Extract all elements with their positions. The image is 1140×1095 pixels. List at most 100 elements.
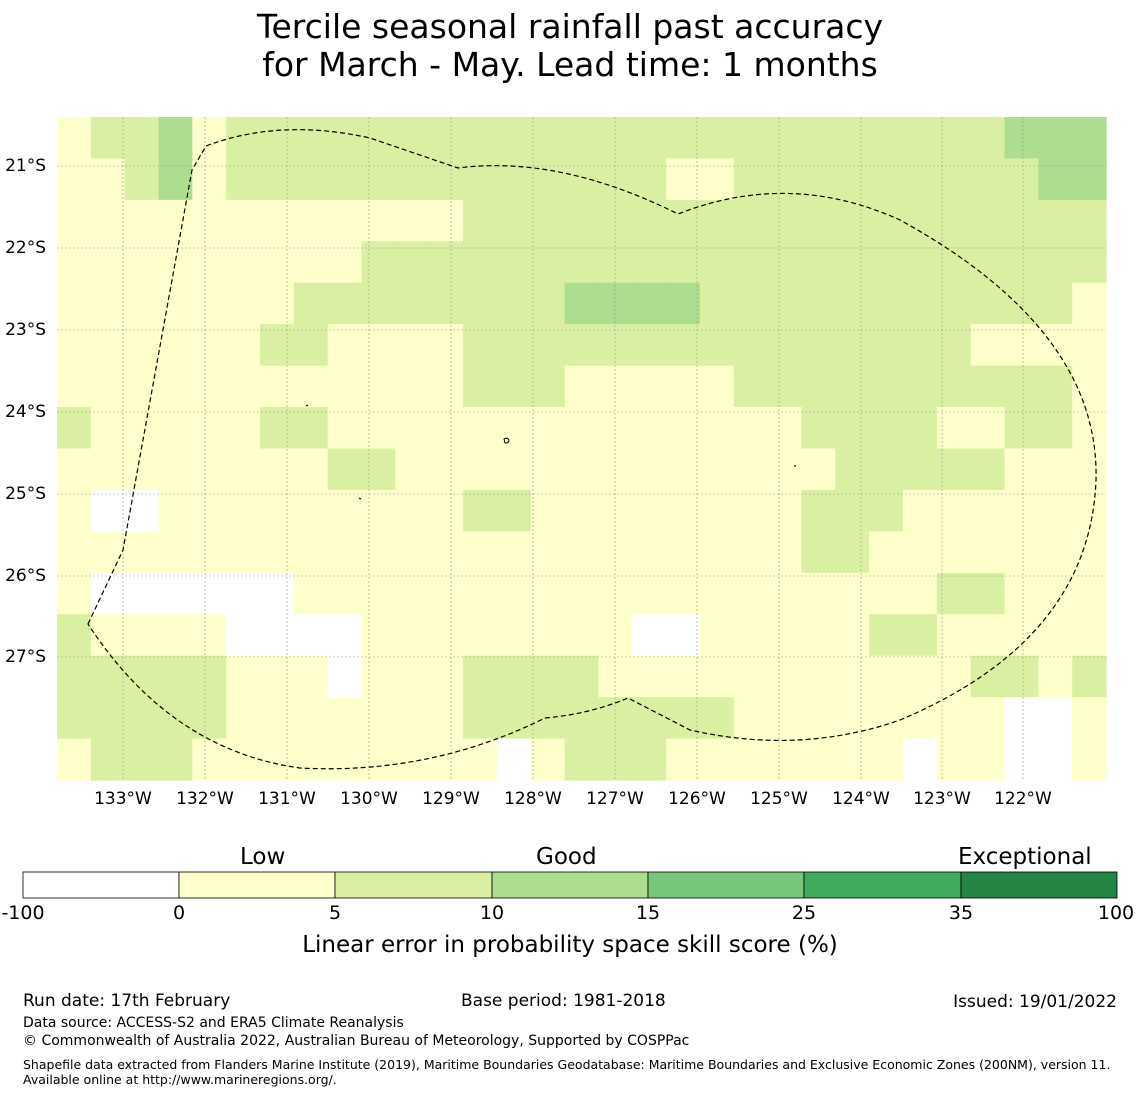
lat-label: 21°S <box>5 156 46 176</box>
grid-cell <box>767 324 803 367</box>
colorbar-tick: 100 <box>1097 902 1135 924</box>
grid-cell <box>361 614 396 657</box>
grid-cell <box>395 572 430 615</box>
lat-label: 22°S <box>5 238 46 258</box>
grid-cell <box>699 324 735 367</box>
grid-cell <box>226 324 261 367</box>
grid-cell <box>192 489 227 532</box>
grid-cell <box>260 117 295 160</box>
colorbar-caption: Linear error in probability space skill … <box>302 932 838 958</box>
grid-cell <box>632 738 667 781</box>
grid-cell <box>226 738 261 781</box>
grid-cell <box>57 738 92 781</box>
data-source: Data source: ACCESS-S2 and ERA5 Climate … <box>23 1015 404 1031</box>
grid-cell <box>463 655 498 698</box>
grid-cell <box>57 407 92 450</box>
grid-cell <box>226 614 261 657</box>
colorbar-swatch <box>334 871 493 899</box>
grid-cell <box>869 199 904 242</box>
grid-cell <box>226 655 261 698</box>
grid-cell <box>699 531 735 574</box>
grid-cell <box>869 531 904 574</box>
grid-cell <box>598 117 633 160</box>
grid-cell <box>970 241 1006 284</box>
grid-cell <box>496 614 532 657</box>
grid-cell <box>970 489 1006 532</box>
grid-cell <box>158 531 193 574</box>
grid-cell <box>936 655 972 698</box>
grid-cell <box>767 572 803 615</box>
grid-cell <box>124 407 160 450</box>
grid-cell <box>564 697 600 740</box>
grid-cell <box>361 117 396 160</box>
grid-cell <box>1038 199 1073 242</box>
grid-cell <box>530 738 566 781</box>
grid-cell <box>699 158 735 201</box>
grid-cell <box>496 324 532 367</box>
grid-cell <box>699 738 735 781</box>
grid-cell <box>496 158 532 201</box>
grid-cell <box>598 158 633 201</box>
grid-cell <box>632 241 667 284</box>
grid-cell <box>57 572 92 615</box>
grid-cell <box>632 407 667 450</box>
grid-cell <box>1072 448 1107 491</box>
grid-cell <box>260 282 295 325</box>
title-line-2: for March - May. Lead time: 1 months <box>262 45 878 84</box>
grid-cell <box>902 324 938 367</box>
grid-cell <box>463 324 498 367</box>
grid-cell <box>666 241 701 284</box>
grid-cell <box>902 738 938 781</box>
grid-cell <box>835 117 870 160</box>
grid-cell <box>632 117 667 160</box>
grid-cell <box>564 407 600 450</box>
lon-label: 122°W <box>994 789 1052 809</box>
grid-cell <box>530 158 566 201</box>
grid-cell <box>57 697 92 740</box>
run-date: Run date: 17th February <box>23 991 231 1011</box>
grid-cell <box>632 324 667 367</box>
grid-cell <box>733 324 769 367</box>
grid-cell <box>1004 365 1039 408</box>
grid-cell <box>1004 241 1039 284</box>
grid-cell <box>666 614 701 657</box>
grid-cell <box>463 365 498 408</box>
grid-cell <box>902 241 938 284</box>
grid-cell <box>801 282 836 325</box>
grid-cell <box>835 572 870 615</box>
grid-cell <box>598 655 633 698</box>
grid-cell <box>699 655 735 698</box>
lat-label: 27°S <box>5 647 46 667</box>
grid-cell <box>801 738 836 781</box>
grid-cell <box>632 614 667 657</box>
grid-cell <box>192 158 227 201</box>
grid-cell <box>598 199 633 242</box>
grid-cell <box>767 448 803 491</box>
lon-label: 124°W <box>832 789 890 809</box>
grid-cell <box>564 614 600 657</box>
grid-cell <box>158 282 193 325</box>
grid-cell <box>1072 241 1107 284</box>
lon-label: 127°W <box>586 789 644 809</box>
grid-cell <box>429 199 464 242</box>
grid-cell <box>158 407 193 450</box>
grid-cell <box>902 697 938 740</box>
grid-cell <box>733 282 769 325</box>
grid-cell <box>1072 199 1107 242</box>
grid-cell <box>1072 697 1107 740</box>
grid-cell <box>564 117 600 160</box>
grid-cell <box>463 697 498 740</box>
grid-cell <box>936 282 972 325</box>
grid-cell <box>124 697 160 740</box>
grid-cell <box>158 614 193 657</box>
grid-cell <box>530 531 566 574</box>
grid-cell <box>564 738 600 781</box>
grid-cell <box>1072 655 1107 698</box>
grid-cell <box>226 282 261 325</box>
grid-cell <box>835 365 870 408</box>
grid-cell <box>463 738 498 781</box>
grid-cell <box>90 697 126 740</box>
grid-cell <box>226 199 261 242</box>
grid-cell <box>327 241 363 284</box>
grid-cell <box>463 241 498 284</box>
